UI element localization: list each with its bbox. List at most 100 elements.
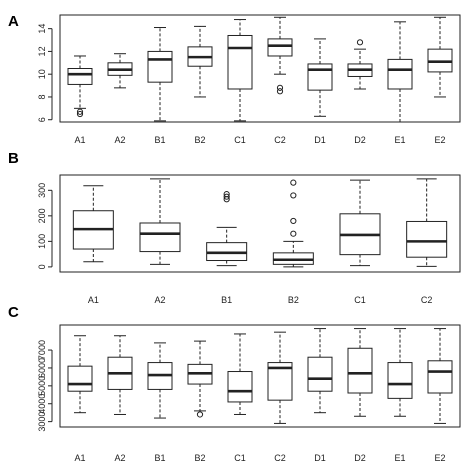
x-tick-label: C2: [274, 135, 286, 145]
x-tick-label: D1: [314, 135, 326, 145]
box-body: [227, 371, 253, 403]
y-tick-label: 300: [37, 183, 47, 198]
box-a2: [107, 335, 133, 415]
y-tick-label: 4000: [37, 394, 47, 414]
x-tick-label: E2: [434, 453, 445, 463]
box-body: [67, 365, 93, 392]
outlier-point: [290, 179, 297, 186]
outlier-point: [196, 411, 204, 418]
box-a1: [67, 55, 93, 118]
x-tick-label: D2: [354, 453, 366, 463]
panel-letter-c: C: [8, 304, 19, 321]
y-tick-label: 10: [37, 69, 47, 79]
box-body: [227, 34, 253, 90]
y-tick-label: 14: [37, 24, 47, 34]
x-tick-label: E1: [394, 135, 405, 145]
x-tick-label: B1: [221, 295, 232, 305]
box-b1: [147, 27, 173, 122]
outlier-point: [276, 88, 284, 95]
box-c1: [339, 179, 381, 267]
box-d2: [347, 328, 373, 417]
plot-frame: [59, 174, 461, 273]
x-tick-label: B2: [194, 135, 205, 145]
box-c2: [267, 331, 293, 424]
panel-letter-a: A: [8, 13, 19, 30]
plot-frame: [59, 324, 461, 428]
x-tick-label: C1: [234, 135, 246, 145]
y-tick-label: 12: [37, 46, 47, 56]
box-e1: [387, 328, 413, 417]
box-c2: [267, 16, 293, 95]
box-e2: [427, 328, 453, 424]
box-a1: [67, 335, 93, 414]
box-body: [147, 50, 173, 83]
plot-frame: [59, 14, 461, 123]
box-b2: [272, 179, 314, 268]
outlier-point: [290, 192, 297, 199]
box-b1: [147, 342, 173, 419]
box-d1: [307, 38, 333, 117]
box-c2: [406, 178, 448, 267]
box-d1: [307, 328, 333, 414]
box-a1: [72, 185, 114, 263]
box-b1: [206, 191, 248, 267]
x-tick-label: C2: [274, 453, 286, 463]
outlier-point: [290, 217, 297, 225]
x-tick-label: B2: [194, 453, 205, 463]
x-tick-label: E2: [434, 135, 445, 145]
y-tick-label: 8: [37, 94, 47, 99]
box-a2: [107, 53, 133, 89]
x-tick-label: B2: [288, 295, 299, 305]
y-tick-label: 3000: [37, 412, 47, 432]
x-tick-label: A2: [114, 135, 125, 145]
x-tick-label: C1: [354, 295, 366, 305]
box-body: [267, 38, 293, 57]
box-b2: [187, 25, 213, 98]
panel-a: A 6 8 10 12 14 A1 A2 B1 B2 C1 C2 D1 D2 E1 E2: [8, 13, 461, 145]
box-a2: [139, 178, 181, 265]
y-tick-label: 200: [37, 208, 47, 223]
box-body: [307, 63, 333, 91]
box-body: [139, 222, 181, 253]
x-tick-label: C1: [234, 453, 246, 463]
x-tick-label: A1: [74, 453, 85, 463]
x-tick-label: B1: [154, 135, 165, 145]
x-tick-label: A1: [74, 135, 85, 145]
box-b2: [187, 340, 213, 418]
y-tick-label: 6000: [37, 358, 47, 378]
x-tick-label: A1: [88, 295, 99, 305]
panel-b: B 0 100 200 300 A1 A2 B1 B2 C1 C2: [8, 150, 461, 305]
outlier-point: [76, 108, 84, 115]
x-tick-label: B1: [154, 453, 165, 463]
y-tick-label: 5000: [37, 376, 47, 396]
x-tick-label: D2: [354, 135, 366, 145]
box-body: [307, 356, 333, 392]
y-tick-label: 0: [37, 264, 47, 269]
box-c1: [227, 333, 253, 415]
outlier-point: [356, 39, 364, 46]
x-tick-label: C2: [421, 295, 433, 305]
box-e2: [427, 16, 453, 98]
outlier-point: [223, 193, 230, 200]
outlier-point: [276, 84, 284, 91]
box-body: [67, 68, 93, 85]
y-tick-label: 6: [37, 117, 47, 122]
x-tick-label: D1: [314, 453, 326, 463]
outlier-point: [223, 191, 230, 198]
y-tick-label: 7000: [37, 340, 47, 360]
x-tick-label: E1: [394, 453, 405, 463]
box-c1: [227, 19, 253, 122]
box-d2: [347, 39, 373, 90]
y-tick-label: 100: [37, 234, 47, 249]
box-body: [427, 360, 453, 394]
box-body: [406, 220, 448, 258]
outlier-point: [76, 110, 84, 118]
box-e1: [387, 21, 413, 123]
box-body: [387, 362, 413, 399]
x-tick-label: A2: [114, 453, 125, 463]
box-body: [387, 58, 413, 90]
box-body: [347, 347, 373, 394]
x-tick-label: A2: [154, 295, 165, 305]
